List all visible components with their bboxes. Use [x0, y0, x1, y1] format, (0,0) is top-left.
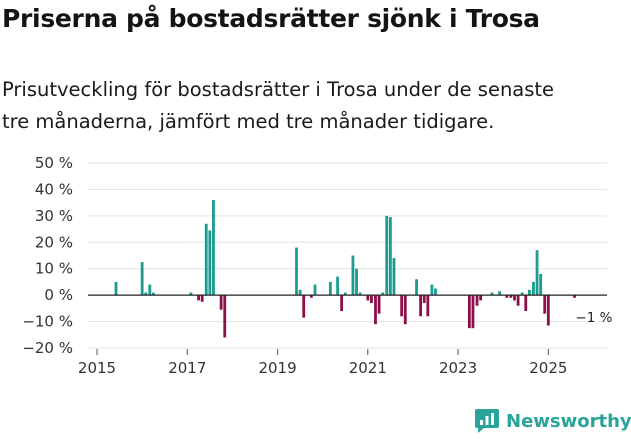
bar: [144, 292, 148, 296]
page-title: Priserna på bostadsrätter sjönk i Trosa: [2, 4, 540, 33]
newsworthy-icon: [475, 409, 499, 433]
bar: [415, 279, 418, 296]
x-tick-label: 2021: [349, 359, 387, 377]
bar: [539, 274, 543, 296]
grid: [88, 162, 607, 349]
bar: [358, 292, 362, 296]
bar: [422, 295, 426, 304]
bar: [546, 295, 550, 326]
x-tick-label: 2015: [78, 359, 116, 377]
bar: [490, 292, 494, 296]
bar: [313, 284, 317, 296]
bar: [223, 295, 227, 338]
subtitle: Prisutveckling för bostadsrätter i Trosa…: [2, 74, 627, 138]
y-tick-label: −10 %: [22, 313, 73, 331]
newsworthy-wordmark: Newsworthy: [506, 410, 631, 432]
bar: [400, 295, 404, 317]
bar: [366, 295, 370, 301]
y-axis: −20 % −10 % 0 % 10 % 20 % 30 % 40 % 50 %: [22, 154, 73, 357]
bar: [505, 295, 509, 298]
bar: [573, 295, 576, 298]
subtitle-line-2: tre månaderna, jämfört med tre månader t…: [2, 110, 495, 133]
bar: [467, 295, 471, 329]
bar: [309, 295, 313, 298]
bar: [381, 292, 385, 296]
x-axis: 2015 2017 2019 2021 2023 2025: [78, 349, 567, 377]
bar: [392, 258, 396, 296]
bar: [479, 295, 483, 301]
x-tick-label: 2023: [439, 359, 477, 377]
y-tick-label: −20 %: [22, 339, 73, 357]
bar: [527, 289, 531, 296]
bar: [524, 295, 528, 311]
bar: [351, 255, 355, 296]
bar: [197, 295, 200, 301]
bar: [426, 295, 430, 317]
bar: [343, 292, 347, 296]
bar: [328, 281, 332, 296]
bar: [355, 268, 358, 296]
bar: [498, 291, 501, 296]
x-tick-label: 2019: [258, 359, 296, 377]
bar: [212, 200, 215, 296]
bar: [219, 295, 223, 310]
bar: [535, 250, 539, 296]
bar: [434, 288, 437, 296]
y-tick-label: 20 %: [35, 233, 73, 251]
y-tick-label: 40 %: [35, 180, 73, 198]
bar: [200, 295, 204, 302]
bar: [336, 276, 339, 296]
bar: [189, 292, 193, 296]
bar: [403, 295, 407, 325]
bar: [114, 281, 118, 296]
bar: [520, 292, 524, 296]
bar: [152, 292, 155, 296]
y-tick-label: 10 %: [35, 260, 73, 278]
bar: [148, 284, 152, 296]
bar: [298, 289, 302, 296]
bar: [430, 284, 434, 296]
bar: [340, 295, 344, 311]
bar: [543, 295, 547, 314]
bar: [509, 295, 513, 298]
y-tick-label: 50 %: [35, 154, 73, 172]
bar: [208, 230, 212, 296]
bar: [419, 295, 423, 317]
bar: [516, 295, 520, 306]
bar: [532, 281, 535, 296]
annotation-last-value: −1 %: [575, 310, 612, 326]
newsworthy-logo: Newsworthy: [474, 408, 631, 434]
y-tick-label: 30 %: [35, 207, 73, 225]
bars: [88, 200, 607, 338]
bar: [302, 295, 306, 318]
bar: [140, 262, 144, 296]
y-tick-label: 0 %: [44, 286, 73, 304]
x-tick-label: 2025: [529, 359, 567, 377]
x-tick-label: 2017: [168, 359, 206, 377]
bar: [385, 215, 389, 296]
bar: [388, 217, 392, 296]
bar: [204, 223, 208, 296]
bar: [377, 295, 381, 314]
bar: [471, 295, 475, 329]
bar: [295, 247, 298, 296]
bar: [475, 295, 479, 306]
bar: [513, 295, 516, 301]
subtitle-line-1: Prisutveckling för bostadsrätter i Trosa…: [2, 78, 555, 101]
bar: [374, 295, 377, 325]
bar: [370, 295, 373, 304]
